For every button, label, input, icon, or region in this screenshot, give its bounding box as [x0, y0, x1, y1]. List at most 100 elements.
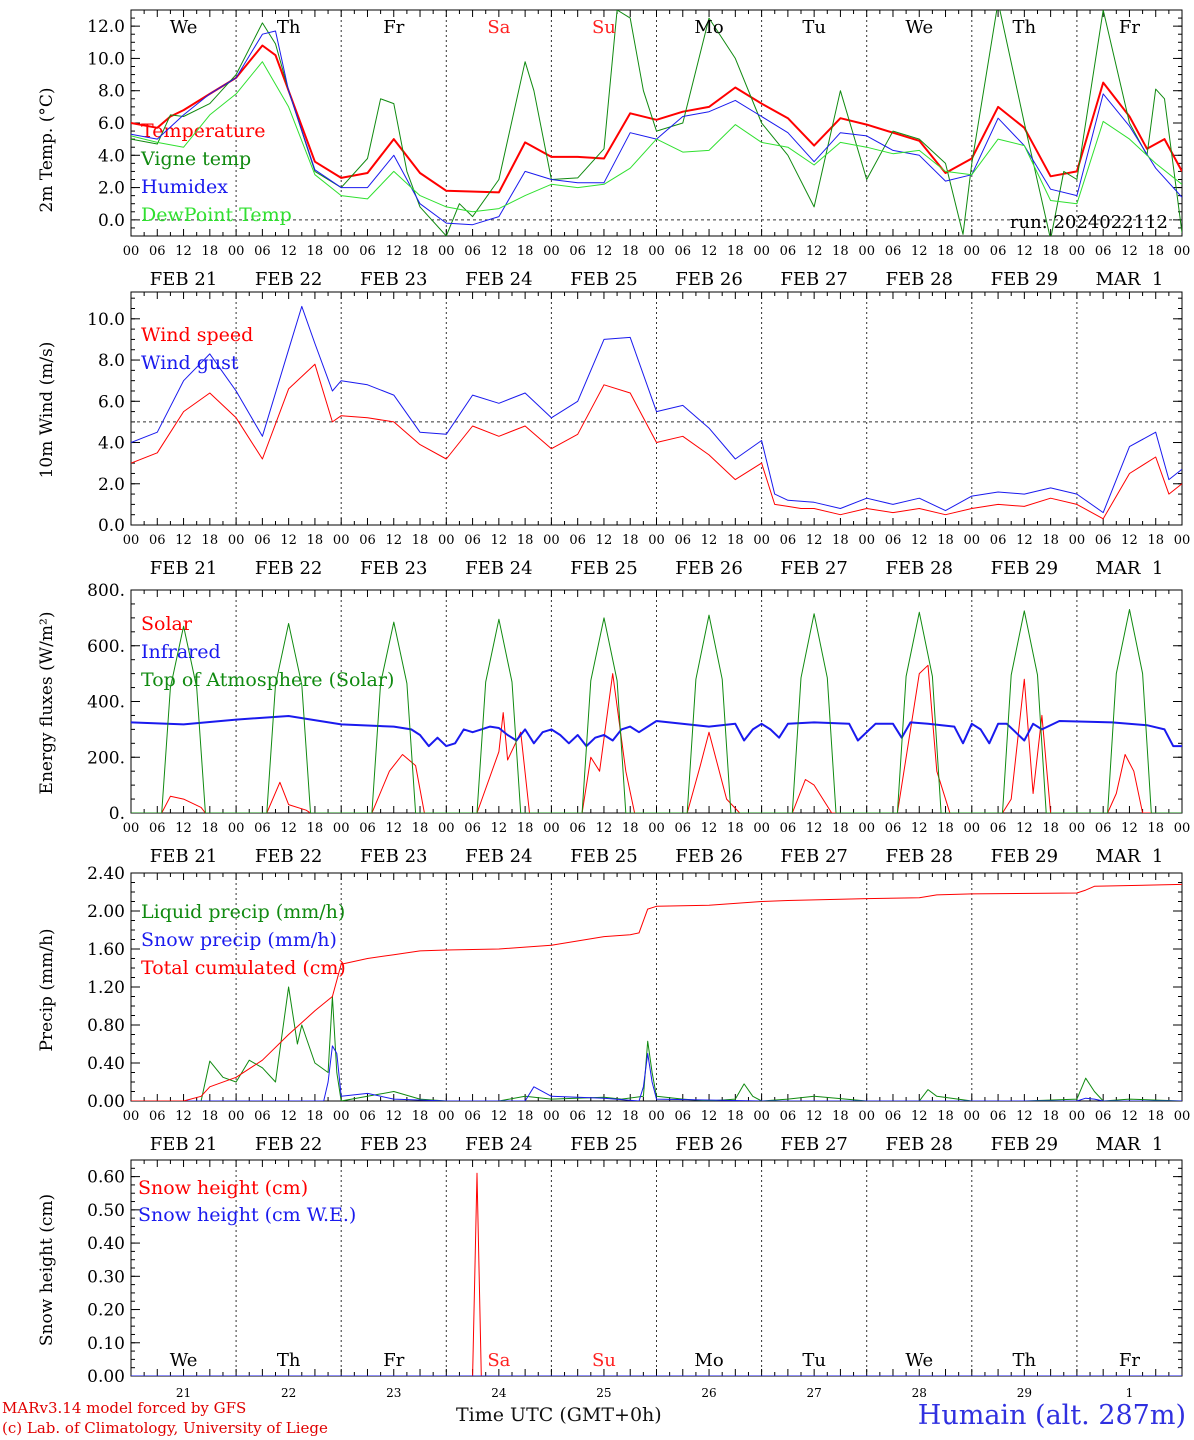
hour-label: 06 — [569, 244, 586, 259]
hour-label: 18 — [832, 821, 849, 836]
date-label: FEB 26 — [675, 269, 742, 290]
hour-label: 06 — [359, 244, 376, 259]
day-number: 25 — [596, 1386, 611, 1400]
hour-label: 06 — [149, 1109, 166, 1124]
hour-label: 18 — [1042, 533, 1059, 548]
hour-label: 18 — [202, 533, 219, 548]
day-number: 1 — [1126, 1386, 1134, 1400]
y-tick-label: 6.0 — [98, 114, 125, 134]
hour-label: 00 — [1174, 533, 1191, 548]
weekday-label: Mo — [694, 1350, 723, 1371]
hour-label: 06 — [885, 821, 902, 836]
hour-label: 18 — [517, 821, 534, 836]
hour-label: 00 — [753, 244, 770, 259]
hour-label: 06 — [990, 244, 1007, 259]
hour-label: 00 — [1174, 821, 1191, 836]
hour-label: 12 — [1016, 533, 1033, 548]
weekday-label: We — [905, 1350, 933, 1371]
date-label: FEB 28 — [886, 1134, 953, 1155]
hour-label: 12 — [596, 533, 613, 548]
y-tick-label: 0.10 — [87, 1334, 125, 1354]
y-tick-label: 2.00 — [87, 902, 125, 922]
hour-label: 18 — [412, 821, 429, 836]
hour-label: 00 — [228, 533, 245, 548]
hour-label: 06 — [359, 821, 376, 836]
hour-label: 18 — [832, 1109, 849, 1124]
weekday-label: Tu — [802, 17, 826, 38]
y-tick-label: 8.0 — [98, 351, 125, 371]
day-number: 27 — [807, 1386, 822, 1400]
hour-label: 06 — [464, 533, 481, 548]
weekday-label: Su — [592, 1350, 616, 1371]
hour-label: 12 — [175, 533, 192, 548]
date-label: FEB 27 — [780, 269, 847, 290]
y-tick-label: 0.40 — [87, 1234, 125, 1254]
date-label: FEB 27 — [780, 1134, 847, 1155]
date-label: FEB 27 — [780, 846, 847, 867]
legend-entry: Liquid precip (mm/h) — [141, 901, 345, 923]
y-tick-label: 400. — [87, 693, 125, 713]
hour-label: 00 — [964, 1109, 981, 1124]
hour-label: 00 — [1069, 533, 1086, 548]
run-label: run: 2024022112 — [1010, 212, 1168, 233]
hour-label: 18 — [727, 244, 744, 259]
hour-label: 12 — [806, 533, 823, 548]
hour-label: 00 — [648, 244, 665, 259]
hour-label: 18 — [1042, 1109, 1059, 1124]
date-label: FEB 21 — [150, 1134, 217, 1155]
y-tick-label: 0.80 — [87, 1016, 125, 1036]
hour-label: 06 — [990, 533, 1007, 548]
hour-label: 00 — [1069, 821, 1086, 836]
weekday-label: We — [170, 1350, 198, 1371]
x-axis-title: Time UTC (GMT+0h) — [456, 1404, 662, 1426]
hour-label: 06 — [254, 244, 271, 259]
date-label: FEB 29 — [991, 846, 1058, 867]
legend-entry: Wind gust — [141, 352, 239, 374]
hour-label: 00 — [964, 533, 981, 548]
y-tick-label: 0. — [109, 804, 125, 824]
weekday-label: Mo — [694, 17, 723, 38]
hour-label: 00 — [648, 821, 665, 836]
hour-label: 18 — [202, 244, 219, 259]
date-label: FEB 23 — [360, 1134, 427, 1155]
date-label: FEB 24 — [465, 269, 532, 290]
series-line-2-1 — [131, 715, 1182, 748]
hour-label: 06 — [149, 533, 166, 548]
date-label: MAR 1 — [1096, 846, 1164, 867]
y-axis-label: Snow height (cm) — [37, 1194, 57, 1346]
hour-label: 18 — [937, 244, 954, 259]
hour-label: 18 — [307, 821, 324, 836]
hour-label: 12 — [806, 244, 823, 259]
hour-label: 12 — [385, 821, 402, 836]
hour-label: 12 — [280, 244, 297, 259]
hour-label: 12 — [1121, 821, 1138, 836]
weekday-label: We — [170, 17, 198, 38]
hour-label: 00 — [858, 533, 875, 548]
hour-label: 06 — [569, 1109, 586, 1124]
y-tick-label: 2.0 — [98, 179, 125, 199]
y-tick-label: 0.00 — [87, 1092, 125, 1112]
hour-label: 06 — [780, 244, 797, 259]
y-tick-label: 10.0 — [87, 310, 125, 330]
hour-label: 00 — [333, 244, 350, 259]
hour-label: 06 — [780, 1109, 797, 1124]
weekday-label: Fr — [383, 17, 404, 38]
y-tick-label: 2.40 — [87, 864, 125, 884]
legend-entry: Humidex — [141, 176, 228, 198]
legend-entry: Vigne temp — [140, 148, 251, 170]
date-label: FEB 27 — [780, 558, 847, 579]
day-number: 26 — [701, 1386, 716, 1400]
hour-label: 00 — [753, 1109, 770, 1124]
hour-label: 00 — [858, 1109, 875, 1124]
y-tick-label: 4.0 — [98, 146, 125, 166]
date-label: FEB 23 — [360, 269, 427, 290]
date-label: FEB 22 — [255, 558, 322, 579]
hour-label: 00 — [438, 821, 455, 836]
hour-label: 12 — [596, 821, 613, 836]
hour-label: 12 — [491, 533, 508, 548]
date-label: FEB 21 — [150, 269, 217, 290]
hour-label: 18 — [412, 533, 429, 548]
date-label: FEB 22 — [255, 846, 322, 867]
date-label: FEB 26 — [675, 558, 742, 579]
hour-label: 00 — [123, 821, 140, 836]
